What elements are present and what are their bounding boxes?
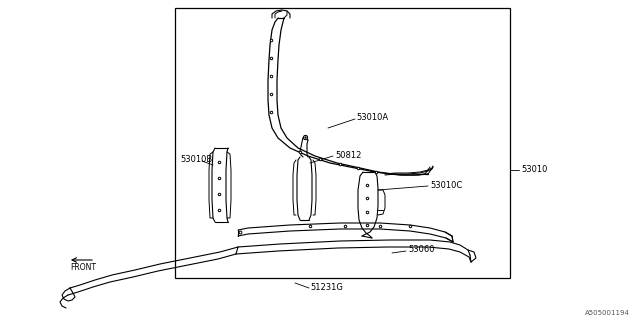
Text: 53060: 53060: [408, 245, 435, 254]
Text: 50812: 50812: [335, 150, 362, 159]
Text: 53010C: 53010C: [430, 180, 462, 189]
Bar: [175, 8, 510, 278]
Text: A505001194: A505001194: [585, 310, 630, 316]
Text: 53010: 53010: [521, 164, 547, 173]
Text: 53010A: 53010A: [356, 114, 388, 123]
Text: 51231G: 51231G: [310, 284, 343, 292]
Text: 53010B: 53010B: [180, 155, 212, 164]
Text: FRONT: FRONT: [70, 262, 96, 271]
